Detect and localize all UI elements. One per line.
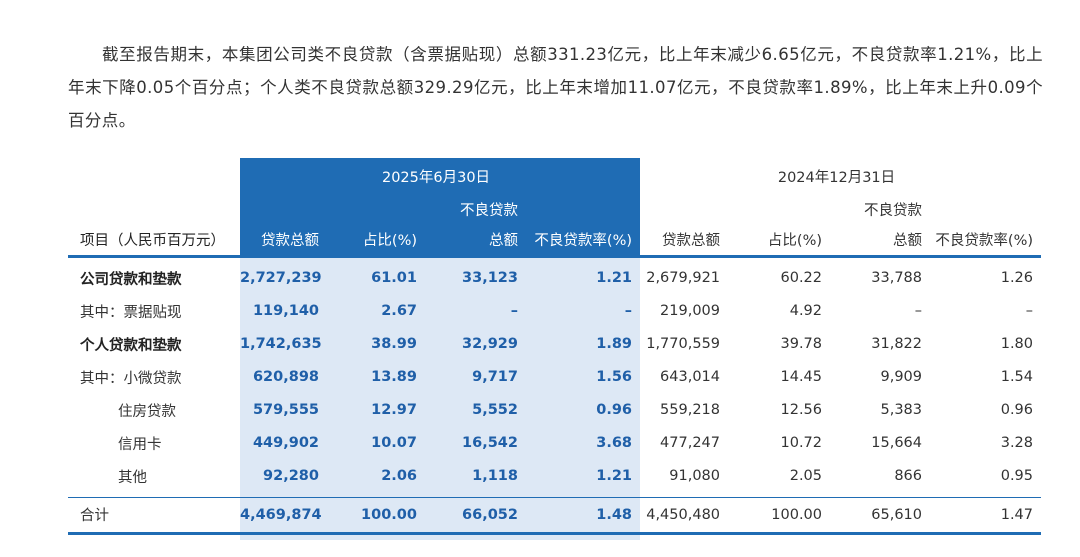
cell: 5,552 — [472, 402, 518, 418]
cell: 60.22 — [780, 270, 823, 286]
row-label: 个人贷款和垫款 — [80, 337, 182, 354]
cell: 2.05 — [789, 468, 823, 484]
prior-col-share: 占比(%) — [767, 233, 823, 249]
cell: 620,898 — [252, 369, 319, 385]
cell: 2.06 — [381, 468, 417, 484]
cell: 32,929 — [462, 336, 518, 352]
cell: 100.00 — [771, 506, 823, 523]
cell: 9,717 — [472, 369, 518, 385]
cell: 14.45 — [780, 369, 823, 385]
cell: 65,610 — [871, 506, 923, 523]
row-header-label: 项目（人民币百万元） — [80, 233, 225, 249]
cell: – — [1025, 303, 1034, 319]
cell: 31,822 — [871, 336, 923, 352]
cell: 16,542 — [462, 435, 518, 451]
cell: – — [624, 303, 633, 319]
cell: 0.96 — [1000, 402, 1034, 418]
cell: 3.68 — [596, 435, 633, 451]
table-row: 其中：票据贴现 119,140 2.67 – – 219,009 4.92 – … — [68, 295, 1041, 328]
table-row: 个人贷款和垫款 1,742,635 38.99 32,929 1.89 1,77… — [68, 328, 1041, 361]
row-label: 信用卡 — [118, 436, 162, 453]
npl-table-container: 2025年6月30日 2024年12月31日 不良贷款 不良贷款 项目（人民币百… — [68, 158, 1042, 540]
cell: 33,123 — [462, 270, 518, 286]
table-row: 其中：小微贷款 620,898 13.89 9,717 1.56 643,014… — [68, 361, 1041, 394]
cell: 1.54 — [1000, 369, 1034, 385]
cell: 4.92 — [789, 303, 823, 319]
cell: – — [510, 303, 518, 319]
cell: 0.96 — [596, 402, 633, 418]
cell: 61.01 — [371, 270, 417, 286]
current-col-npl-ratio: 不良贷款率(%) — [534, 233, 633, 249]
cell: 2.67 — [381, 303, 417, 319]
current-period-header-band — [240, 158, 640, 255]
cell: 33,788 — [871, 270, 923, 286]
cell: 1.21 — [596, 270, 633, 286]
cell: 1.89 — [596, 336, 633, 352]
cell: 1.48 — [596, 506, 633, 523]
prior-col-npl-ratio: 不良贷款率(%) — [935, 233, 1034, 249]
table-row: 其他 92,280 2.06 1,118 1.21 91,080 2.05 86… — [68, 460, 1041, 493]
cell: 1,742,635 — [240, 336, 322, 352]
cell: 92,280 — [263, 468, 319, 484]
prior-period-title: 2024年12月31日 — [777, 169, 896, 186]
cell: 38.99 — [371, 336, 417, 352]
table-row: 住房贷款 579,555 12.97 5,552 0.96 559,218 12… — [68, 394, 1041, 427]
paragraph-text: 截至报告期末，本集团公司类不良贷款（含票据贴现）总额331.23亿元，比上年末减… — [68, 45, 1043, 130]
cell: 9,909 — [880, 369, 923, 385]
cell: 1.47 — [1000, 506, 1034, 523]
cell: 1,770,559 — [646, 336, 721, 352]
cell: 4,450,480 — [646, 506, 721, 523]
cell: 2,727,239 — [240, 270, 322, 286]
prior-col-npl-amount: 总额 — [893, 233, 923, 249]
npl-summary-paragraph: 截至报告期末，本集团公司类不良贷款（含票据贴现）总额331.23亿元，比上年末减… — [68, 38, 1043, 137]
cell: 10.72 — [780, 435, 823, 451]
cell: 3.28 — [1000, 435, 1034, 451]
row-label: 其中：小微贷款 — [80, 370, 182, 387]
current-col-npl-amount: 总额 — [489, 233, 518, 249]
prior-npl-group-header: 不良贷款 — [864, 202, 923, 219]
row-label: 公司贷款和垫款 — [80, 271, 182, 288]
cell: 1.56 — [596, 369, 633, 385]
cell: 100.00 — [361, 506, 417, 523]
npl-by-product-table: 2025年6月30日 2024年12月31日 不良贷款 不良贷款 项目（人民币百… — [68, 158, 1042, 535]
cell: 4,469,874 — [240, 506, 322, 523]
current-npl-group-header: 不良贷款 — [460, 202, 518, 219]
prior-col-loans: 贷款总额 — [662, 233, 721, 249]
table-row: 公司贷款和垫款 2,727,239 61.01 33,123 1.21 2,67… — [68, 262, 1041, 295]
cell: 5,383 — [880, 402, 923, 418]
cell: 1.26 — [1000, 270, 1034, 286]
cell: – — [914, 303, 923, 319]
row-label: 其他 — [118, 469, 147, 486]
total-label: 合计 — [80, 508, 109, 524]
row-label: 住房贷款 — [118, 403, 176, 420]
cell: 12.97 — [371, 402, 417, 418]
row-label: 其中：票据贴现 — [80, 304, 182, 321]
cell: 477,247 — [660, 435, 721, 451]
cell: 39.78 — [780, 336, 823, 352]
current-col-share: 占比(%) — [362, 233, 417, 249]
total-row: 合计 4,469,874 100.00 66,052 1.48 4,450,48… — [68, 497, 1042, 533]
cell: 2,679,921 — [646, 270, 721, 286]
cell: 866 — [894, 468, 923, 484]
cell: 219,009 — [660, 303, 721, 319]
cell: 0.95 — [1000, 468, 1034, 484]
cell: 10.07 — [371, 435, 417, 451]
cell: 449,902 — [252, 435, 319, 451]
cell: 1.80 — [1000, 336, 1034, 352]
cell: 91,080 — [669, 468, 721, 484]
cell: 119,140 — [252, 303, 319, 319]
current-col-loans: 贷款总额 — [261, 233, 319, 249]
cell: 1.21 — [596, 468, 633, 484]
cell: 1,118 — [472, 468, 518, 484]
cell: 13.89 — [371, 369, 417, 385]
cell: 643,014 — [660, 369, 721, 385]
cell: 579,555 — [252, 402, 319, 418]
current-period-title: 2025年6月30日 — [381, 169, 491, 186]
cell: 66,052 — [462, 506, 518, 523]
table-row: 信用卡 449,902 10.07 16,542 3.68 477,247 10… — [68, 427, 1041, 460]
cell: 12.56 — [780, 402, 823, 418]
cell: 559,218 — [660, 402, 721, 418]
cell: 15,664 — [871, 435, 923, 451]
